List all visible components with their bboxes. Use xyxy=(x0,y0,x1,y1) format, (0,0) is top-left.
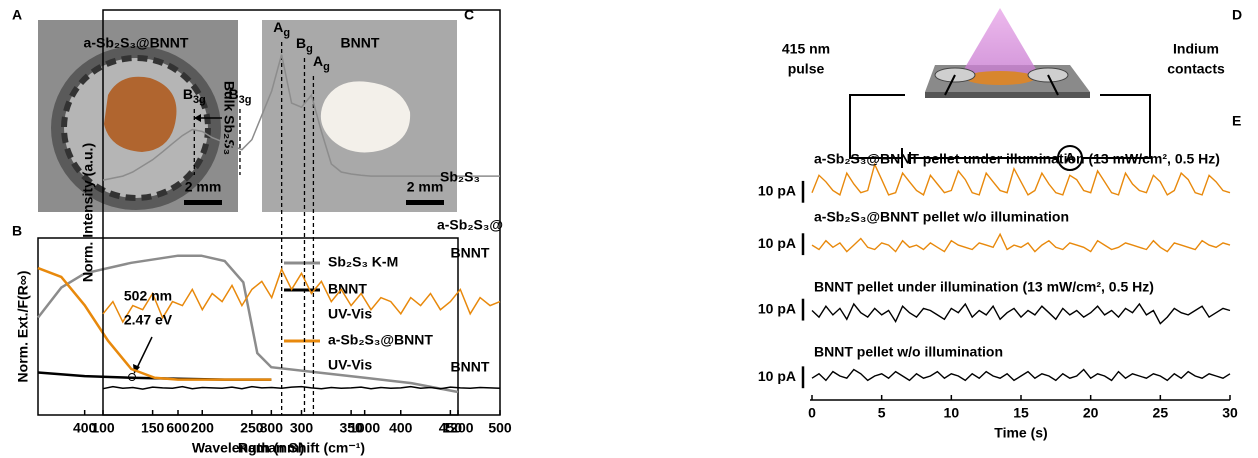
meter-label: A xyxy=(1065,150,1075,166)
scale-label: 2 mm xyxy=(185,179,222,195)
peak-label-main: A xyxy=(273,19,283,35)
x-tick-label: 800 xyxy=(260,420,284,436)
series-line xyxy=(811,232,1231,253)
peak-label-sub: g xyxy=(323,61,330,73)
x-tick-label: 0 xyxy=(808,405,816,421)
scale-label: 2 mm xyxy=(407,179,444,195)
series-line xyxy=(811,302,1231,325)
x-tick-label: 1000 xyxy=(349,420,380,436)
trace-title: a-Sb₂S₃@BNNT pellet under illumination (… xyxy=(814,151,1220,167)
legend-label: UV-Vis xyxy=(328,306,372,322)
arrow-head xyxy=(194,114,201,122)
y-axis-label: Norm. Intensity (a.u.) xyxy=(80,143,96,282)
substrate xyxy=(925,92,1090,98)
diagram-label: 415 nm xyxy=(782,41,830,57)
film xyxy=(965,71,1035,85)
peak-label: B3g xyxy=(228,86,251,106)
peak-label-main: B xyxy=(296,35,306,51)
series-line xyxy=(102,385,501,390)
x-axis-label: Time (s) xyxy=(994,425,1047,441)
panel-letter: C xyxy=(464,7,474,23)
panel-letter: D xyxy=(1232,7,1242,23)
legend-label: a-Sb₂S₃@BNNT xyxy=(328,332,433,348)
x-tick-label: 25 xyxy=(1153,405,1169,421)
x-tick-label: 20 xyxy=(1083,405,1099,421)
panel-letter: B xyxy=(12,223,22,239)
peak-label-sub: g xyxy=(283,27,290,39)
scale-bar-label: 10 pA xyxy=(758,183,796,199)
annotation: 2.47 eV xyxy=(124,312,173,328)
x-tick-label: 450 xyxy=(439,420,463,436)
series-line xyxy=(811,162,1231,196)
peak-label-sub: 3g xyxy=(239,94,252,106)
wire xyxy=(1082,94,1151,159)
x-tick-label: 350 xyxy=(339,420,363,436)
photo-title: a-Sb₂S₃@BNNT xyxy=(84,35,189,51)
peak-label: Ag xyxy=(313,53,330,73)
scale-bar-label: 10 pA xyxy=(758,235,796,251)
peak-label: Ag xyxy=(273,19,290,39)
x-tick-label: 300 xyxy=(290,420,314,436)
x-tick-label: 100 xyxy=(91,420,115,436)
trace-title: a-Sb₂S₃@BNNT pellet w/o illumination xyxy=(814,209,1069,225)
wire xyxy=(944,74,956,96)
peak-label-main: A xyxy=(313,53,323,69)
trace-title: BNNT pellet w/o illumination xyxy=(814,344,1003,360)
x-axis-label: Wavelength (nm) xyxy=(192,440,304,456)
series-line xyxy=(37,266,272,381)
legend-label: Sb₂S₃ K-M xyxy=(328,254,398,270)
legend-label: UV-Vis xyxy=(328,357,372,373)
x-tick-label: 1200 xyxy=(442,420,473,436)
x-tick-label: 10 xyxy=(944,405,960,421)
arrow xyxy=(135,336,153,371)
peak-label-main: B xyxy=(228,86,238,102)
light-beam xyxy=(960,8,1040,76)
trace-title: BNNT pellet under illumination (13 mW/cm… xyxy=(814,279,1154,295)
wire xyxy=(849,94,905,159)
y-axis-label: Norm. Ext./F(R∞) xyxy=(15,271,31,383)
x-axis-label: Raman Shift (cm⁻¹) xyxy=(238,440,365,456)
x-tick-label: 400 xyxy=(73,420,97,436)
series-label: BNNT xyxy=(451,359,490,375)
x-tick-label: 15 xyxy=(1013,405,1029,421)
peak-label: B3g xyxy=(183,86,206,106)
series-label: a-Sb₂S₃@ xyxy=(437,217,503,233)
peak-label-main: B xyxy=(183,86,193,102)
panel-letter: E xyxy=(1232,113,1241,129)
ammeter xyxy=(1057,145,1083,171)
series-label: BNNT xyxy=(451,245,490,261)
peak-label-sub: 3g xyxy=(193,94,206,106)
wire xyxy=(1047,74,1059,96)
x-tick-label: 150 xyxy=(141,420,165,436)
x-tick-label: 250 xyxy=(240,420,264,436)
x-tick-label: 400 xyxy=(389,420,413,436)
x-tick-label: 500 xyxy=(488,420,512,436)
peak-label-sub: g xyxy=(306,43,313,55)
diagram-label: pulse xyxy=(788,61,825,77)
diagram-label: Indium xyxy=(1173,41,1219,57)
photo-label: Bulk Sb₂S₃ xyxy=(221,81,237,155)
series-line xyxy=(811,368,1231,382)
sample xyxy=(320,81,411,153)
x-tick-label: 200 xyxy=(191,420,215,436)
scale-bar-label: 10 pA xyxy=(758,368,796,384)
annotation: 502 nm xyxy=(124,288,172,304)
peak-label: Bg xyxy=(296,35,313,55)
series-line xyxy=(102,54,500,181)
sample xyxy=(104,76,177,152)
x-tick-label: 5 xyxy=(878,405,886,421)
x-tick-label: 30 xyxy=(1222,405,1238,421)
series-label: Sb₂S₃ xyxy=(440,169,480,185)
panel-letter: A xyxy=(12,7,22,23)
photo-title: BNNT xyxy=(341,35,380,51)
diagram-label: contacts xyxy=(1167,61,1225,77)
scale-bar-label: 10 pA xyxy=(758,300,796,316)
scale-bar xyxy=(406,200,444,205)
x-tick-label: 600 xyxy=(166,420,190,436)
series-line xyxy=(37,254,459,394)
scale-bar xyxy=(184,200,222,205)
series-line xyxy=(102,267,501,324)
